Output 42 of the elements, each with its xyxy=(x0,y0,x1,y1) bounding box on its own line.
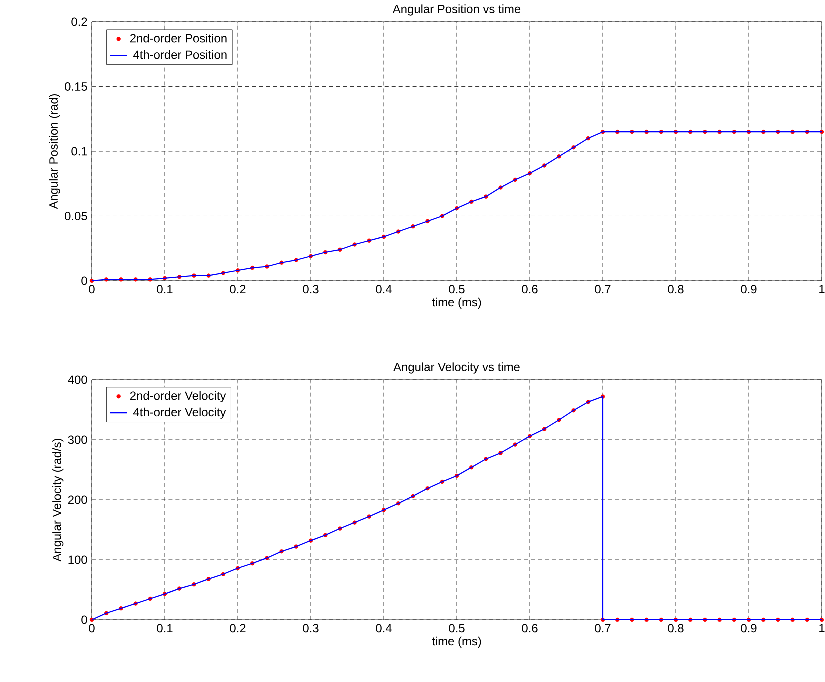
x-tick-label: 0.9 xyxy=(741,285,757,294)
x-tick-label: 1 xyxy=(820,285,825,294)
x-tick-label: 0.2 xyxy=(230,285,246,294)
y-tick-label: 300 xyxy=(68,436,88,444)
x-tick-label: 0.1 xyxy=(157,624,173,633)
x-tick-label: 0.9 xyxy=(741,624,757,633)
x-tick-label: 0 xyxy=(89,285,95,294)
y-tick-label: 0.2 xyxy=(72,18,88,26)
legend-label: 4th-order Position xyxy=(133,50,227,60)
x-tick-label: 0.7 xyxy=(595,624,611,633)
x-axis-title: time (ms) xyxy=(432,636,482,648)
x-tick-label: 0.2 xyxy=(230,624,246,633)
x-axis-title: time (ms) xyxy=(432,298,482,309)
x-tick-label: 0.1 xyxy=(157,285,173,294)
x-tick-label: 0.6 xyxy=(522,285,538,294)
x-tick-label: 0.8 xyxy=(668,624,684,633)
x-tick-label: 0.8 xyxy=(668,285,684,294)
x-tick-label: 0.5 xyxy=(449,285,465,294)
x-tick-label: 0.5 xyxy=(449,624,465,633)
y-tick-label: 0.05 xyxy=(65,212,88,220)
y-tick-label: 400 xyxy=(68,376,88,384)
legend-label: 4th-order Velocity xyxy=(133,408,226,419)
x-tick-label: 0.7 xyxy=(595,285,611,294)
x-tick-label: 0.3 xyxy=(303,624,319,633)
chart-title: Angular Velocity vs time xyxy=(394,362,520,374)
y-tick-label: 0 xyxy=(82,276,88,286)
legend-label: 2nd-order Position xyxy=(130,34,227,43)
y-tick-label: 0 xyxy=(82,616,88,624)
y-tick-label: 0.1 xyxy=(72,147,88,156)
x-tick-label: 0.3 xyxy=(303,285,319,294)
legend-label: 2nd-order Velocity xyxy=(130,391,226,403)
chart-title: Angular Position vs time xyxy=(392,4,521,16)
x-tick-label: 1 xyxy=(820,624,825,632)
x-tick-label: 0.4 xyxy=(376,624,392,633)
y-tick-label: 0.15 xyxy=(65,82,88,91)
x-tick-label: 0.6 xyxy=(522,624,538,633)
y-axis-title: Angular Velocity (rad/s) xyxy=(52,438,64,562)
y-axis-title: Angular Position (rad) xyxy=(49,94,60,210)
x-tick-label: 0.4 xyxy=(376,285,392,294)
y-tick-label: 100 xyxy=(68,556,88,564)
y-tick-label: 200 xyxy=(68,496,88,504)
x-tick-label: 0 xyxy=(89,624,95,633)
